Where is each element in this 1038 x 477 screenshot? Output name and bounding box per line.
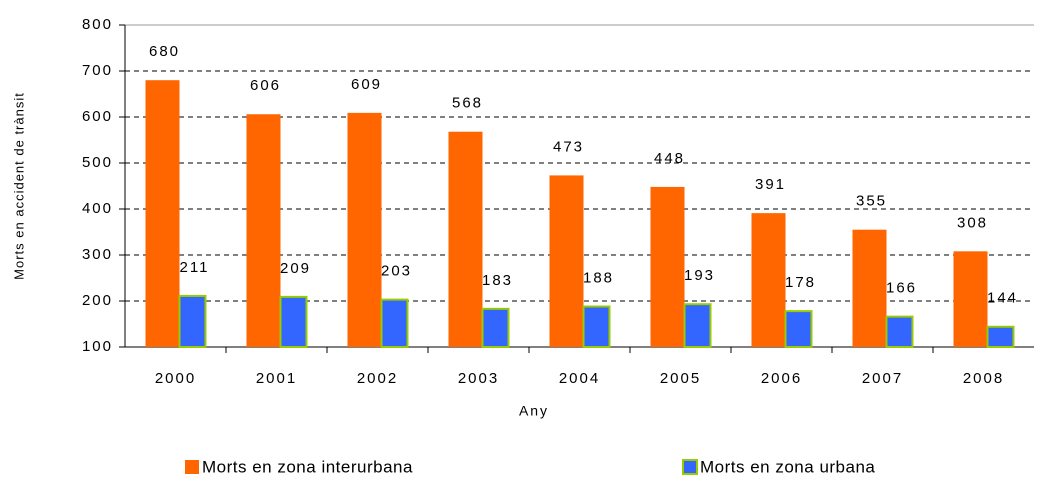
bar	[279, 295, 308, 348]
data-label: 178	[785, 274, 816, 291]
y-tick-label: 500	[82, 154, 113, 171]
data-label: 209	[280, 260, 311, 277]
bar	[448, 131, 483, 347]
data-label: 391	[755, 176, 786, 193]
bar	[380, 298, 409, 348]
data-label: 473	[553, 138, 584, 155]
bar	[246, 114, 281, 348]
data-label: 609	[351, 76, 382, 93]
data-label: 188	[583, 269, 614, 286]
bar	[178, 294, 207, 349]
y-tick-label: 300	[82, 246, 113, 263]
y-tick-label: 700	[82, 62, 113, 79]
data-label: 355	[856, 193, 887, 210]
bar	[650, 186, 685, 347]
data-label: 166	[886, 280, 917, 297]
x-tick-label: 2006	[761, 370, 802, 387]
x-tick-label: 2000	[155, 370, 196, 387]
data-label: 606	[250, 77, 281, 94]
data-label: 308	[957, 214, 988, 231]
bar	[683, 303, 712, 348]
y-tick-label: 100	[82, 338, 113, 355]
legend-swatch	[185, 460, 199, 474]
x-tick-label: 2005	[660, 370, 701, 387]
bar	[549, 175, 584, 347]
x-tick-label: 2001	[256, 370, 297, 387]
y-tick-label: 600	[82, 108, 113, 125]
x-tick-label: 2004	[559, 370, 600, 387]
bar	[885, 315, 914, 349]
bar	[784, 310, 813, 348]
data-label: 193	[684, 267, 715, 284]
y-tick-label: 200	[82, 292, 113, 309]
x-axis-label: Any	[519, 403, 549, 419]
bar	[582, 305, 611, 348]
bar	[347, 112, 382, 347]
legend-swatch	[682, 459, 698, 475]
bar	[481, 307, 510, 349]
y-tick-label: 400	[82, 200, 113, 217]
y-axis-label: Morts en accident de trànsit	[11, 92, 26, 280]
data-label: 680	[149, 43, 180, 60]
data-label: 448	[654, 150, 685, 167]
bar	[986, 325, 1015, 349]
x-tick-label: 2007	[862, 370, 903, 387]
bar	[751, 213, 786, 347]
data-label: 144	[987, 290, 1018, 307]
x-tick-label: 2002	[357, 370, 398, 387]
legend-label: Morts en zona interurbana	[202, 457, 413, 476]
bar	[953, 251, 988, 347]
legend-label: Morts en zona urbana	[700, 457, 875, 476]
y-tick-label: 800	[82, 16, 113, 33]
bar	[852, 229, 887, 347]
bar	[145, 80, 180, 347]
x-tick-label: 2008	[963, 370, 1004, 387]
data-label: 203	[381, 263, 412, 280]
x-tick-label: 2003	[458, 370, 499, 387]
data-label: 568	[452, 95, 483, 112]
data-label: 183	[482, 272, 513, 289]
data-label: 211	[180, 259, 210, 276]
